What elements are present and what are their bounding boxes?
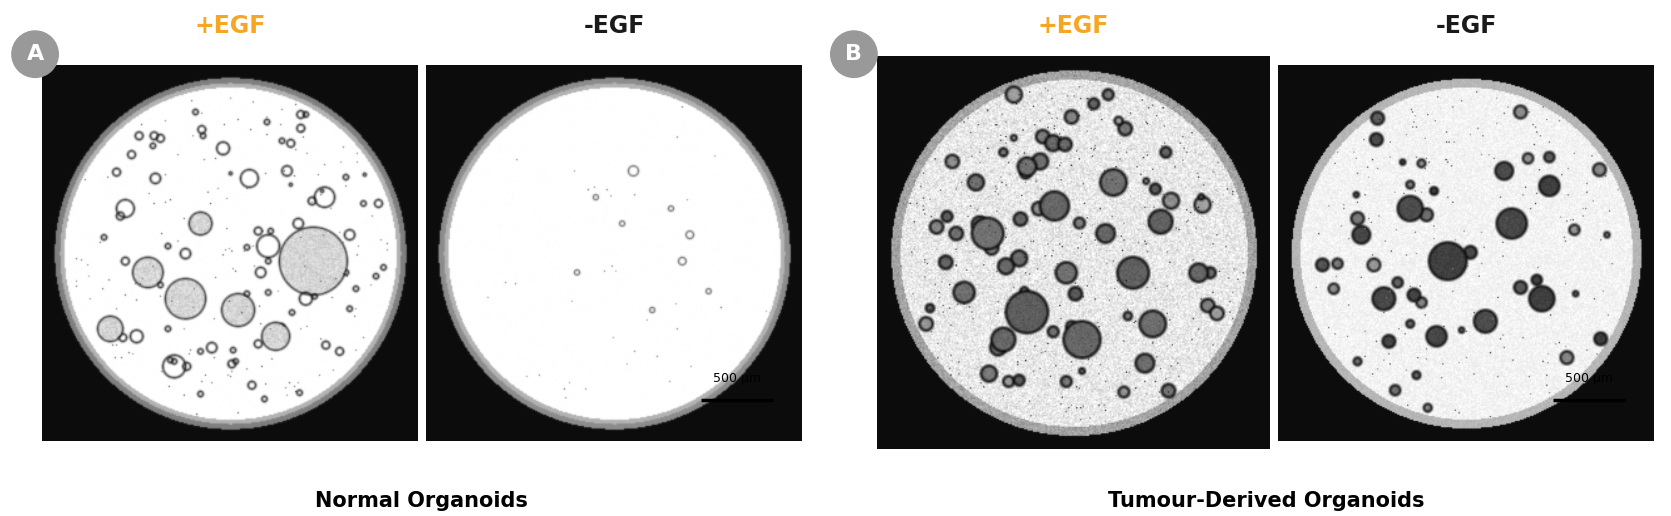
- Text: B: B: [846, 44, 862, 64]
- Text: +EGF: +EGF: [1038, 14, 1110, 38]
- Text: -EGF: -EGF: [1435, 14, 1497, 38]
- Text: -EGF: -EGF: [583, 14, 645, 38]
- Text: 500 μm: 500 μm: [714, 372, 760, 385]
- Circle shape: [830, 31, 877, 77]
- Circle shape: [12, 31, 58, 77]
- Text: Normal Organoids: Normal Organoids: [316, 491, 528, 510]
- Text: Tumour-Derived Organoids: Tumour-Derived Organoids: [1108, 491, 1424, 510]
- Text: 500 μm: 500 μm: [1566, 372, 1613, 385]
- Text: +EGF: +EGF: [194, 14, 266, 38]
- Text: A: A: [27, 44, 43, 64]
